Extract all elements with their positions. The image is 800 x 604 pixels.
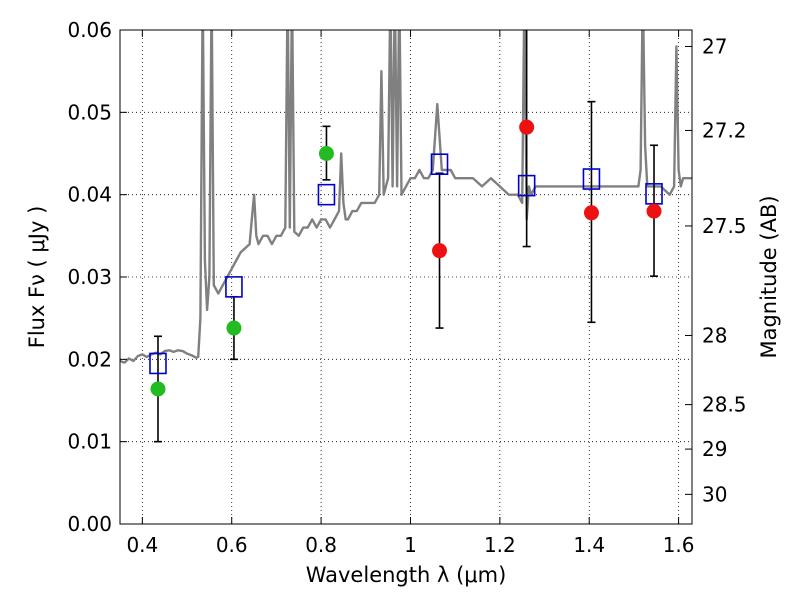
x-tick-label: 0.6 — [216, 533, 248, 557]
y-tick-label: 0.01 — [67, 430, 112, 454]
x-tick-label: 1.2 — [484, 533, 516, 557]
y-tick-label: 0.04 — [67, 183, 112, 207]
right-tick-label: 27.2 — [702, 118, 747, 142]
x-tick-label: 1 — [404, 533, 417, 557]
photometry-point — [583, 205, 599, 221]
y-tick-label: 0.05 — [67, 100, 112, 124]
x-axis-label: Wavelength λ (μm) — [306, 563, 507, 587]
model-band-square — [645, 183, 663, 205]
y-axis-label: Flux Fν ( μJy ) — [25, 206, 49, 349]
model-band-square — [317, 183, 336, 206]
right-tick-label: 28.5 — [702, 393, 747, 417]
photometry-point — [150, 381, 166, 397]
model-band-square — [582, 168, 601, 190]
y-tick-label: 0.00 — [67, 512, 112, 536]
model-band-square — [430, 153, 449, 176]
photometry-point — [226, 320, 242, 336]
x-tick-label: 1.4 — [573, 533, 605, 557]
y-tick-label: 0.06 — [67, 18, 112, 42]
photometry-point — [318, 146, 334, 161]
plot-area — [120, 30, 692, 443]
model-band-square — [517, 174, 536, 197]
x-tick-label: 0.8 — [305, 533, 337, 557]
y-tick-label: 0.03 — [67, 265, 112, 289]
spectrum-line — [120, 30, 692, 364]
photometry-point — [519, 119, 535, 135]
photometry-point — [432, 243, 448, 259]
photometry-point — [646, 203, 662, 219]
right-tick-label: 30 — [702, 482, 727, 506]
model-band-square — [225, 276, 243, 298]
right-axis-label: Magnitude (AB) — [757, 195, 781, 358]
y-tick-label: 0.02 — [67, 347, 112, 371]
right-tick-label: 29 — [702, 437, 727, 461]
model-band-square — [149, 352, 167, 375]
right-tick-label: 27 — [702, 34, 727, 58]
x-tick-label: 0.4 — [126, 533, 158, 557]
axis-ticks: 0.4 0.6 0.8 1 1.2 1.4 1.6 0.00 0.01 0.02 0.03 0.04 0… — [67, 18, 746, 557]
right-tick-label: 28 — [702, 323, 727, 347]
x-tick-label: 1.6 — [663, 533, 695, 557]
right-tick-label: 27.5 — [702, 214, 747, 238]
